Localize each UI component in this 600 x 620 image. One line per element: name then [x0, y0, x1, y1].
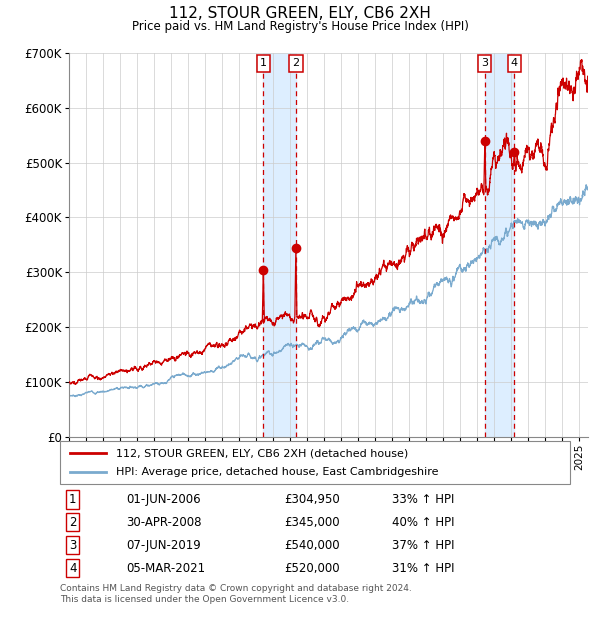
Text: 40% ↑ HPI: 40% ↑ HPI — [392, 516, 454, 529]
Text: 1: 1 — [69, 493, 77, 506]
FancyBboxPatch shape — [60, 441, 570, 484]
Text: 3: 3 — [481, 58, 488, 68]
Text: 4: 4 — [69, 562, 77, 575]
Text: 31% ↑ HPI: 31% ↑ HPI — [392, 562, 454, 575]
Text: 2: 2 — [69, 516, 77, 529]
Text: 4: 4 — [511, 58, 518, 68]
Text: Price paid vs. HM Land Registry's House Price Index (HPI): Price paid vs. HM Land Registry's House … — [131, 20, 469, 33]
Text: £304,950: £304,950 — [284, 493, 340, 506]
Text: £540,000: £540,000 — [284, 539, 340, 552]
Text: 33% ↑ HPI: 33% ↑ HPI — [392, 493, 454, 506]
Text: 2: 2 — [292, 58, 299, 68]
Text: 30-APR-2008: 30-APR-2008 — [127, 516, 202, 529]
Bar — [263, 53, 296, 437]
Text: £520,000: £520,000 — [284, 562, 340, 575]
Text: 112, STOUR GREEN, ELY, CB6 2XH (detached house): 112, STOUR GREEN, ELY, CB6 2XH (detached… — [116, 448, 409, 458]
Text: Contains HM Land Registry data © Crown copyright and database right 2024.: Contains HM Land Registry data © Crown c… — [60, 584, 412, 593]
Text: 3: 3 — [69, 539, 76, 552]
Text: HPI: Average price, detached house, East Cambridgeshire: HPI: Average price, detached house, East… — [116, 467, 439, 477]
Text: 112, STOUR GREEN, ELY, CB6 2XH: 112, STOUR GREEN, ELY, CB6 2XH — [169, 6, 431, 21]
Text: 37% ↑ HPI: 37% ↑ HPI — [392, 539, 454, 552]
Text: 01-JUN-2006: 01-JUN-2006 — [127, 493, 201, 506]
Text: 05-MAR-2021: 05-MAR-2021 — [127, 562, 205, 575]
Text: 1: 1 — [260, 58, 267, 68]
Text: 07-JUN-2019: 07-JUN-2019 — [127, 539, 201, 552]
Text: This data is licensed under the Open Government Licence v3.0.: This data is licensed under the Open Gov… — [60, 595, 349, 604]
Bar — [485, 53, 514, 437]
Text: £345,000: £345,000 — [284, 516, 340, 529]
